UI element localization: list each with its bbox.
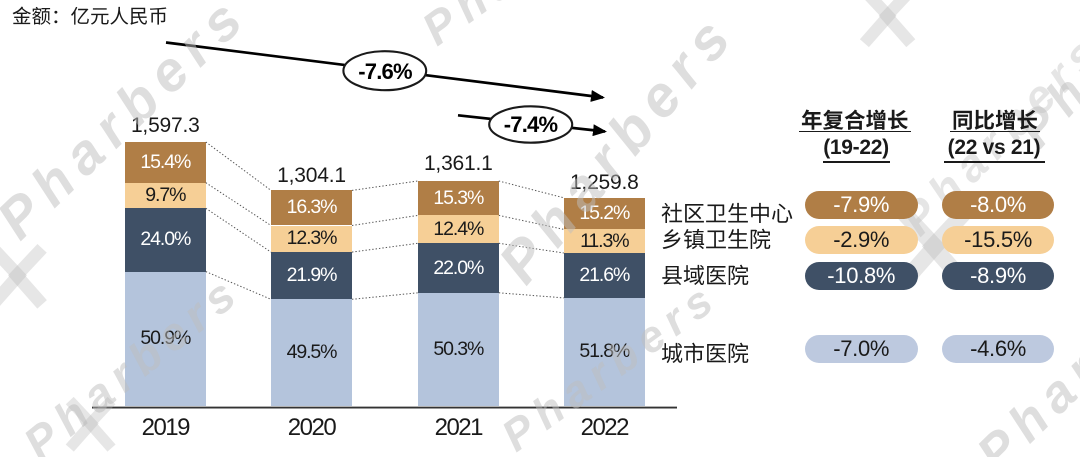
svg-text:Pharbers: Pharbers <box>0 0 261 251</box>
svg-text:Pharbers: Pharbers <box>412 0 656 55</box>
svg-text:Pharbers: Pharbers <box>14 264 251 457</box>
